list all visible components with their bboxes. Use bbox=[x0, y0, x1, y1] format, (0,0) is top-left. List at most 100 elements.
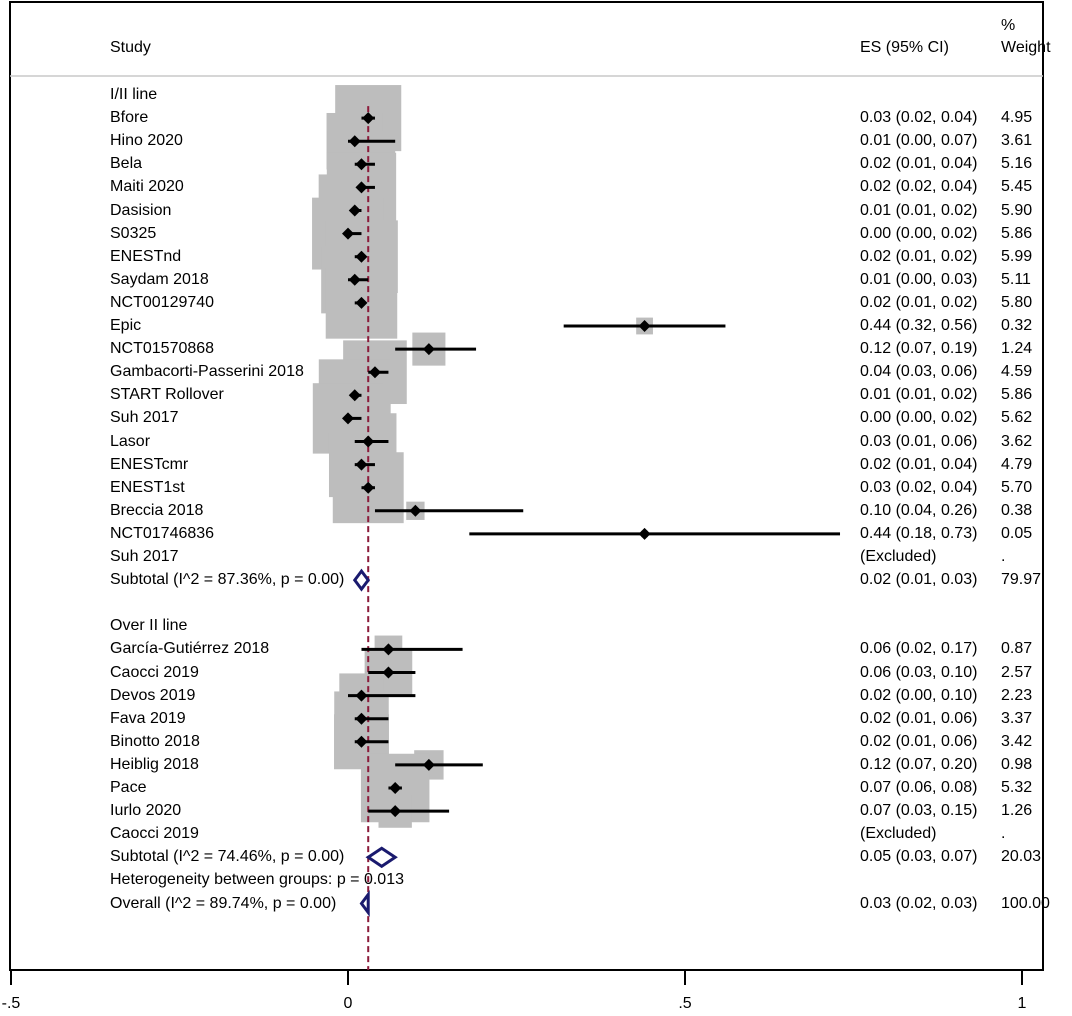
point-estimate-marker bbox=[348, 204, 361, 217]
study-label: Breccia 2018 bbox=[110, 501, 204, 519]
point-estimate-marker bbox=[355, 458, 368, 471]
study-label: Epic bbox=[110, 317, 142, 334]
x-tick-label: .5 bbox=[678, 995, 691, 1012]
subtotal-weight-text: 79.97 bbox=[1001, 571, 1042, 589]
group-heading: Over II line bbox=[110, 617, 188, 635]
header-study: Study bbox=[110, 39, 151, 56]
header-es: ES (95% CI) bbox=[860, 39, 949, 56]
study-weight-text: 3.37 bbox=[1001, 709, 1033, 727]
subtotal-diamond bbox=[365, 846, 398, 869]
study-weight-text: 3.61 bbox=[1001, 132, 1033, 150]
subtotal-label: Subtotal (I^2 = 74.46%, p = 0.00) bbox=[110, 848, 345, 866]
point-estimate-marker bbox=[638, 527, 651, 540]
study-weight-text: 3.62 bbox=[1001, 432, 1033, 450]
study-weight-text: 5.80 bbox=[1001, 293, 1033, 311]
point-estimate-marker bbox=[389, 782, 402, 794]
study-weight-text: 5.86 bbox=[1001, 386, 1033, 404]
study-label: Suh 2017 bbox=[110, 409, 179, 427]
point-estimate-marker bbox=[355, 250, 368, 263]
study-ci-text: 0.02 (0.01, 0.04) bbox=[860, 455, 978, 473]
study-label: Lasor bbox=[110, 432, 151, 450]
study-weight-text: 0.38 bbox=[1001, 501, 1033, 519]
study-label: Hino 2020 bbox=[110, 132, 183, 150]
study-ci-text: 0.00 (0.00, 0.02) bbox=[860, 409, 978, 427]
point-estimate-marker bbox=[409, 504, 422, 517]
point-estimate-marker bbox=[368, 366, 381, 379]
study-ci-text: 0.02 (0.00, 0.10) bbox=[860, 686, 978, 704]
overall-label: Overall (I^2 = 89.74%, p = 0.00) bbox=[110, 894, 337, 912]
point-estimate-marker bbox=[362, 112, 375, 125]
study-label: Caocci 2019 bbox=[110, 663, 199, 681]
study-ci-text: 0.02 (0.01, 0.02) bbox=[860, 247, 978, 265]
point-estimate-marker bbox=[348, 135, 361, 148]
study-label: S0325 bbox=[110, 224, 157, 242]
study-weight-text: 2.23 bbox=[1001, 686, 1033, 704]
study-label: ENEST1st bbox=[110, 478, 185, 496]
x-tick-label: 0 bbox=[344, 995, 353, 1012]
study-label: Binotto 2018 bbox=[110, 732, 200, 750]
point-estimate-marker bbox=[638, 320, 651, 332]
plot-frame bbox=[9, 1, 1044, 971]
study-weight-text: 0.05 bbox=[1001, 524, 1033, 542]
study-weight-text: 1.24 bbox=[1001, 340, 1033, 358]
study-label: START Rollover bbox=[110, 386, 224, 404]
overall-weight-text: 100.00 bbox=[1001, 894, 1050, 912]
study-ci-text: 0.02 (0.01, 0.06) bbox=[860, 709, 978, 727]
x-tick-label: -.5 bbox=[2, 995, 21, 1012]
study-label: Gambacorti-Passerini 2018 bbox=[110, 363, 304, 381]
study-label: Saydam 2018 bbox=[110, 270, 209, 288]
heterogeneity-text: Heterogeneity between groups: p = 0.013 bbox=[110, 871, 404, 889]
x-tick-label: 1 bbox=[1018, 995, 1027, 1012]
study-label: Iurlo 2020 bbox=[110, 802, 182, 820]
point-estimate-marker bbox=[382, 666, 395, 679]
study-weight-text: 4.79 bbox=[1001, 455, 1033, 473]
study-label: Heiblig 2018 bbox=[110, 755, 199, 773]
point-estimate-marker bbox=[355, 712, 368, 725]
point-estimate-marker bbox=[348, 389, 361, 402]
study-label: NCT01570868 bbox=[110, 340, 215, 358]
study-weight-text: 3.42 bbox=[1001, 732, 1033, 750]
study-label: NCT00129740 bbox=[110, 293, 215, 311]
point-estimate-marker bbox=[422, 343, 435, 356]
study-weight-text: 5.45 bbox=[1001, 178, 1033, 196]
study-label: NCT01746836 bbox=[110, 524, 215, 542]
point-estimate-marker bbox=[348, 273, 361, 286]
study-ci-text: 0.12 (0.07, 0.20) bbox=[860, 755, 978, 773]
overall-ci-text: 0.03 (0.02, 0.03) bbox=[860, 894, 978, 912]
study-weight-text: 5.11 bbox=[1001, 270, 1031, 288]
point-estimate-marker bbox=[389, 805, 402, 818]
study-ci-text: (Excluded) bbox=[860, 548, 937, 565]
study-ci-text: 0.03 (0.02, 0.04) bbox=[860, 478, 978, 496]
study-ci-text: (Excluded) bbox=[860, 825, 937, 843]
point-estimate-marker bbox=[355, 181, 368, 194]
subtotal-label: Subtotal (I^2 = 87.36%, p = 0.00) bbox=[110, 571, 345, 589]
study-label: Bela bbox=[110, 155, 143, 173]
study-weight-text: 0.32 bbox=[1001, 317, 1033, 334]
subtotal-ci-text: 0.05 (0.03, 0.07) bbox=[860, 848, 978, 866]
subtotal-ci-text: 0.02 (0.01, 0.03) bbox=[860, 571, 978, 589]
study-weight-text: 5.86 bbox=[1001, 224, 1033, 242]
study-label: ENESTnd bbox=[110, 247, 182, 265]
study-label: Maiti 2020 bbox=[110, 178, 184, 196]
header-pct: % bbox=[1001, 17, 1016, 34]
study-ci-text: 0.00 (0.00, 0.02) bbox=[860, 224, 978, 242]
study-label: Caocci 2019 bbox=[110, 825, 199, 843]
study-weight-text: . bbox=[1001, 548, 1006, 565]
study-ci-text: 0.01 (0.01, 0.02) bbox=[860, 386, 978, 404]
study-ci-text: 0.07 (0.06, 0.08) bbox=[860, 779, 978, 796]
study-weight-text: . bbox=[1001, 825, 1006, 843]
group-heading: I/II line bbox=[110, 86, 158, 103]
study-ci-text: 0.02 (0.01, 0.02) bbox=[860, 293, 978, 311]
point-estimate-marker bbox=[382, 643, 395, 656]
study-ci-text: 0.06 (0.03, 0.10) bbox=[860, 663, 978, 681]
point-estimate-marker bbox=[355, 689, 368, 702]
subtotal-diamond bbox=[352, 568, 371, 592]
study-label: Bfore bbox=[110, 109, 149, 127]
study-weight-text: 5.90 bbox=[1001, 201, 1033, 219]
point-estimate-marker bbox=[422, 758, 435, 771]
point-estimate-marker bbox=[362, 481, 375, 494]
point-estimate-marker bbox=[355, 158, 368, 171]
study-weight-text: 1.26 bbox=[1001, 802, 1033, 820]
study-weight-text: 2.57 bbox=[1001, 663, 1033, 681]
